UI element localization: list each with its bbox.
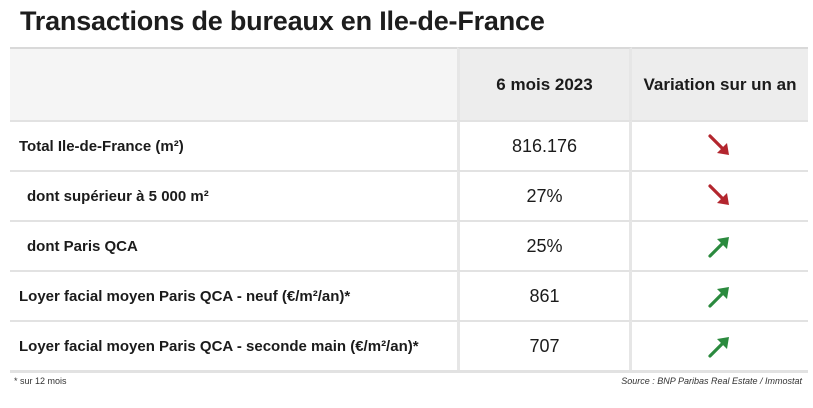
footnote: * sur 12 mois bbox=[14, 376, 67, 386]
row-trend bbox=[632, 270, 808, 320]
arrow-up-right-icon bbox=[708, 287, 729, 308]
row-value: 861 bbox=[457, 270, 632, 320]
row-trend bbox=[632, 120, 808, 170]
row-value: 25% bbox=[457, 220, 632, 270]
row-label: Loyer facial moyen Paris QCA - seconde m… bbox=[10, 320, 457, 370]
arrow-up-right-icon bbox=[708, 337, 729, 358]
arrow-down-right-icon bbox=[708, 184, 729, 205]
page-title: Transactions de bureaux en Ile-de-France bbox=[20, 6, 545, 36]
row-trend bbox=[632, 170, 808, 220]
header-empty-cell bbox=[10, 47, 457, 120]
arrow-down-right-icon bbox=[708, 134, 729, 155]
header-period: 6 mois 2023 bbox=[457, 47, 632, 120]
row-label: Total Ile-de-France (m²) bbox=[10, 120, 457, 170]
row-value: 816.176 bbox=[457, 120, 632, 170]
header-variation: Variation sur un an bbox=[632, 47, 808, 120]
source-note: Source : BNP Paribas Real Estate / Immos… bbox=[621, 376, 802, 386]
row-trend bbox=[632, 320, 808, 370]
arrow-up-right-icon bbox=[708, 237, 729, 258]
row-value: 27% bbox=[457, 170, 632, 220]
table-bottom-rule bbox=[10, 370, 808, 373]
row-trend bbox=[632, 220, 808, 270]
row-value: 707 bbox=[457, 320, 632, 370]
row-label: dont Paris QCA bbox=[10, 220, 457, 270]
row-label: Loyer facial moyen Paris QCA - neuf (€/m… bbox=[10, 270, 457, 320]
row-label: dont supérieur à 5 000 m² bbox=[10, 170, 457, 220]
data-table: 6 mois 2023 Variation sur un an Total Il… bbox=[10, 47, 808, 373]
